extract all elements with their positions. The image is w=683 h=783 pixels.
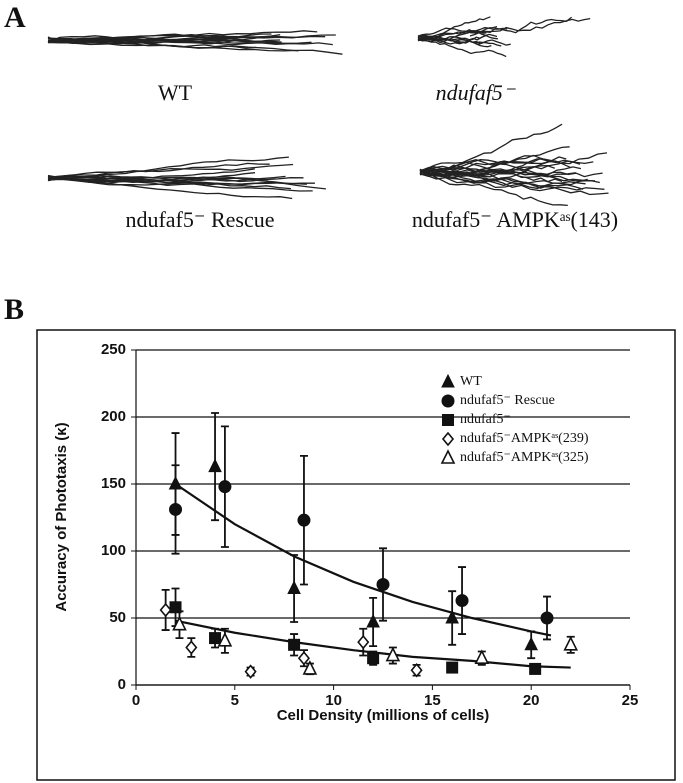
fit-line (175, 619, 571, 669)
trajectory (417, 25, 498, 41)
marker (442, 414, 454, 426)
trajectory (47, 33, 272, 42)
x-tick-label: 15 (424, 692, 441, 709)
x-axis-label: Cell Density (millions of cells) (277, 707, 490, 724)
marker (297, 513, 311, 527)
marker (445, 609, 459, 624)
marker (302, 660, 318, 675)
trajectory (47, 156, 289, 178)
marker (376, 578, 390, 591)
trajectory (417, 16, 491, 39)
trajectory (419, 146, 570, 172)
marker (244, 664, 257, 679)
marker (441, 373, 455, 388)
marker (540, 611, 554, 625)
legend-label: ndufaf5⁻ Rescue (460, 393, 555, 408)
panel-label: B (4, 293, 24, 326)
x-tick-label: 25 (622, 692, 639, 709)
trajectory (419, 172, 568, 207)
marker (410, 663, 423, 678)
marker (169, 502, 183, 516)
marker (455, 594, 469, 608)
marker (385, 646, 401, 662)
legend-label: ndufaf5⁻AMPKᵃˢ(325) (460, 450, 589, 465)
x-tick-label: 0 (132, 692, 140, 709)
trajectory (419, 123, 563, 175)
marker (524, 636, 539, 651)
marker (209, 632, 222, 645)
marker (529, 662, 542, 675)
y-axis-label: Accuracy of Phototaxis (κ) (53, 422, 70, 611)
x-tick-label: 5 (231, 692, 239, 709)
y-tick-label: 50 (109, 609, 126, 626)
marker (441, 394, 455, 408)
legend-label: ndufaf5⁻AMPKᵃˢ(239) (460, 431, 589, 446)
legend-label: ndufaf5⁻ (460, 412, 511, 427)
trajectory (419, 160, 594, 175)
marker (446, 661, 459, 674)
y-tick-label: 0 (118, 676, 126, 693)
trajectory (419, 169, 605, 192)
marker (208, 458, 222, 473)
trajectory (419, 169, 609, 196)
panel-frame (36, 329, 676, 781)
trajectory (417, 34, 487, 44)
trajectories (47, 16, 609, 207)
panel-label: A (4, 1, 26, 34)
trajectory (469, 17, 591, 34)
condition-label: WT (158, 80, 193, 105)
marker (287, 580, 301, 595)
trajectory (417, 39, 507, 58)
marker (367, 652, 380, 665)
marker (169, 601, 182, 614)
trajectory (47, 163, 294, 180)
marker (218, 480, 232, 494)
x-tick-label: 20 (523, 692, 540, 709)
marker (440, 449, 456, 464)
y-tick-label: 150 (101, 475, 126, 492)
marker (366, 613, 380, 628)
trajectory (419, 160, 555, 175)
marker (172, 615, 187, 631)
y-tick-label: 100 (101, 542, 126, 559)
marker (288, 638, 301, 651)
marker (474, 649, 490, 664)
condition-label: ndufaf5⁻ AMPKᵃˢ(143) (412, 207, 618, 232)
y-tick-label: 250 (101, 341, 126, 358)
legend-label: WT (460, 374, 482, 389)
marker (297, 650, 311, 666)
trajectory (47, 38, 299, 52)
marker (217, 631, 233, 647)
y-tick-label: 200 (101, 408, 126, 425)
marker (357, 634, 370, 650)
x-tick-label: 10 (325, 692, 342, 709)
trajectory (419, 167, 555, 189)
fit-line (174, 483, 552, 637)
trajectory (47, 35, 282, 43)
marker (441, 431, 455, 447)
trajectory (47, 174, 293, 200)
marker (563, 636, 579, 651)
marker (185, 640, 198, 655)
condition-label: ndufaf5⁻ (436, 80, 517, 105)
trajectory (417, 27, 498, 40)
trajectory (47, 35, 326, 42)
trajectory (47, 177, 313, 192)
condition-label: ndufaf5⁻ Rescue (125, 207, 274, 232)
marker (159, 602, 172, 618)
trajectory (47, 176, 307, 186)
